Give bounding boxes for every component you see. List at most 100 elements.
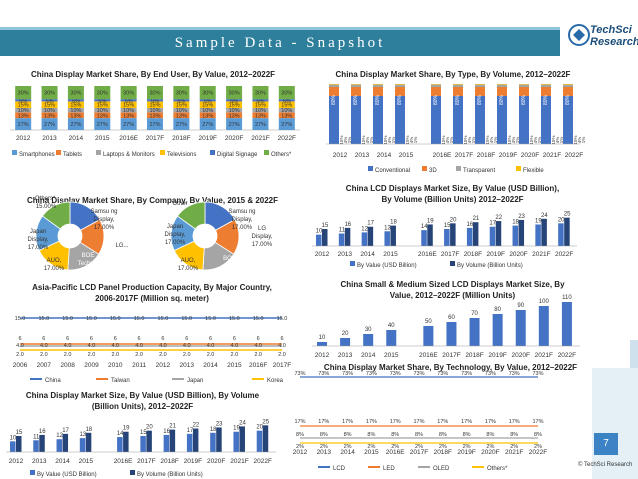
- by-type-bar-segment: [541, 84, 551, 87]
- lcd-size-data-label: 23: [518, 214, 525, 220]
- apac-data-label: 4.0: [111, 343, 119, 349]
- end-user-data-label: 10%: [202, 108, 213, 114]
- end-user-data-label: 15%: [176, 103, 187, 109]
- technology-data-label: 8%: [415, 432, 423, 438]
- lcd-size-legend-label: By Volume (Billion Units): [457, 263, 523, 269]
- by-type-bar-segment: [329, 84, 339, 85]
- end-user-bar-segment: [120, 99, 137, 102]
- technology-data-label: 2%: [344, 444, 352, 450]
- apac-data-label: 6: [280, 336, 283, 342]
- end-user-data-label: 15%: [97, 103, 108, 109]
- small-medium-bar: [386, 330, 397, 346]
- display-size-bar: [85, 432, 92, 452]
- side-panel: [592, 368, 638, 479]
- by-type-data-label: 4%: [533, 137, 538, 144]
- end-user-tick-label: 2020F: [225, 135, 243, 142]
- lcd-size-data-label: 24: [541, 213, 548, 219]
- lcd-size-data-label: 19: [535, 218, 542, 224]
- apac-data-label: 15.0: [134, 316, 145, 322]
- end-user-bar-segment: [94, 108, 111, 113]
- end-user-legend-label: Digital Signage: [217, 152, 258, 158]
- lcd-size-tick-label: 2022F: [555, 251, 573, 258]
- small-medium-data-label: 80: [494, 307, 501, 313]
- by-type-bar-segment: [563, 87, 573, 96]
- pie-2022-slice-label: 17.00%: [178, 266, 199, 272]
- end-user-bar-segment: [278, 108, 295, 113]
- by-type-bar-segment: [431, 87, 441, 96]
- lcd-size-bar: [489, 226, 496, 246]
- pie-2022-center-label: 2022: [196, 232, 214, 241]
- end-user-bar-segment: [199, 99, 216, 102]
- apac-tick-label: 2013: [179, 362, 194, 369]
- by-type-data-label: 15%: [383, 135, 388, 144]
- display-size-tick-label: 2013: [32, 458, 47, 465]
- display-size-tick-label: 2016E: [114, 458, 133, 465]
- end-user-bar-segment: [41, 99, 58, 102]
- display-size-tick-label: 2012: [9, 458, 24, 465]
- end-user-bar-segment: [120, 118, 137, 130]
- lcd-size-data-label: 11: [339, 228, 346, 234]
- display-size-tick-label: 2020F: [207, 458, 225, 465]
- end-user-bar-segment: [226, 99, 243, 102]
- lcd-size-tick-label: 2012: [315, 251, 330, 258]
- by-type-bar-segment: [351, 87, 361, 96]
- lcd-size-title: China LCD Displays Market Size, By Value…: [345, 184, 560, 204]
- technology-legend-label: OLED: [433, 466, 450, 472]
- small-medium-tick-label: 2022F: [558, 352, 576, 359]
- end-user-data-label: 30%: [281, 91, 292, 97]
- end-user-data-label: 30%: [176, 91, 187, 97]
- end-user-data-label: 30%: [18, 91, 29, 97]
- by-type-tick-label: 2013: [355, 152, 370, 159]
- apac-data-label: 2.0: [88, 352, 96, 358]
- end-user-tick-label: 2012: [16, 135, 31, 142]
- pie-2015-slice-label: LG...: [115, 243, 128, 249]
- technology-data-label: 2%: [463, 444, 471, 450]
- technology-tick-label: 2019F: [457, 449, 475, 456]
- display-size-data-label: 24: [239, 420, 246, 426]
- by-type-data-label: 1%: [413, 137, 418, 144]
- apac-data-label: 15.0: [62, 316, 73, 322]
- end-user-data-label: 15%: [70, 103, 81, 109]
- by-type-bar-segment: [431, 96, 441, 144]
- pie-2022-slice-label: Display,: [252, 234, 273, 240]
- technology-data-label: 17%: [461, 419, 472, 425]
- pie-2015-slice-label: Display,: [94, 217, 115, 223]
- by-type-bar-segment: [541, 96, 551, 144]
- end-user-bar-segment: [67, 86, 84, 100]
- end-user-data-label: 15%: [18, 103, 29, 109]
- apac-legend-label: Taiwan: [111, 378, 130, 384]
- end-user-data-label: 10%: [281, 108, 292, 114]
- by-type-bar-segment: [453, 84, 463, 85]
- small-medium-data-label: 90: [517, 303, 524, 309]
- end-user-data-label: 30%: [149, 91, 160, 97]
- end-user-bar-segment: [147, 118, 163, 130]
- end-user-data-label: 15%: [281, 103, 292, 109]
- end-user-bar-segment: [173, 86, 190, 100]
- end-user-tick-label: 2021F: [251, 135, 269, 142]
- end-user-bar-segment: [147, 108, 163, 113]
- end-user-data-label: 27%: [255, 122, 266, 128]
- technology-data-label: 8%: [344, 432, 352, 438]
- end-user-tick-label: 2019F: [199, 135, 217, 142]
- end-user-data-label: 13%: [123, 113, 134, 119]
- small-medium-data-label: 70: [471, 311, 478, 317]
- end-user-bar-segment: [67, 118, 84, 130]
- end-user-tick-label: 2018F: [172, 135, 190, 142]
- end-user-data-label: 13%: [281, 113, 292, 119]
- by-type-data-label: 80%: [521, 94, 527, 105]
- display-size-data-label: 22: [193, 423, 200, 429]
- apac-capacity-title: Asia-Pacific LCD Panel Production Capaci…: [32, 283, 272, 303]
- apac-data-label: 2.0: [64, 352, 72, 358]
- display-size-bar: [123, 431, 129, 452]
- end-user-bar-segment: [173, 99, 190, 102]
- apac-data-label: 6: [257, 336, 260, 342]
- small-medium-bar: [317, 342, 327, 346]
- end-user-bar-segment: [41, 118, 58, 130]
- by-type-legend-swatch: [368, 166, 373, 171]
- by-type-data-label: 1%: [581, 137, 586, 144]
- technology-tick-label: 2016E: [386, 449, 405, 456]
- technology-title: China Display Market Share, By Technolog…: [323, 363, 578, 372]
- technology-data-label: 17%: [413, 419, 424, 425]
- apac-data-label: 2.0: [231, 352, 239, 358]
